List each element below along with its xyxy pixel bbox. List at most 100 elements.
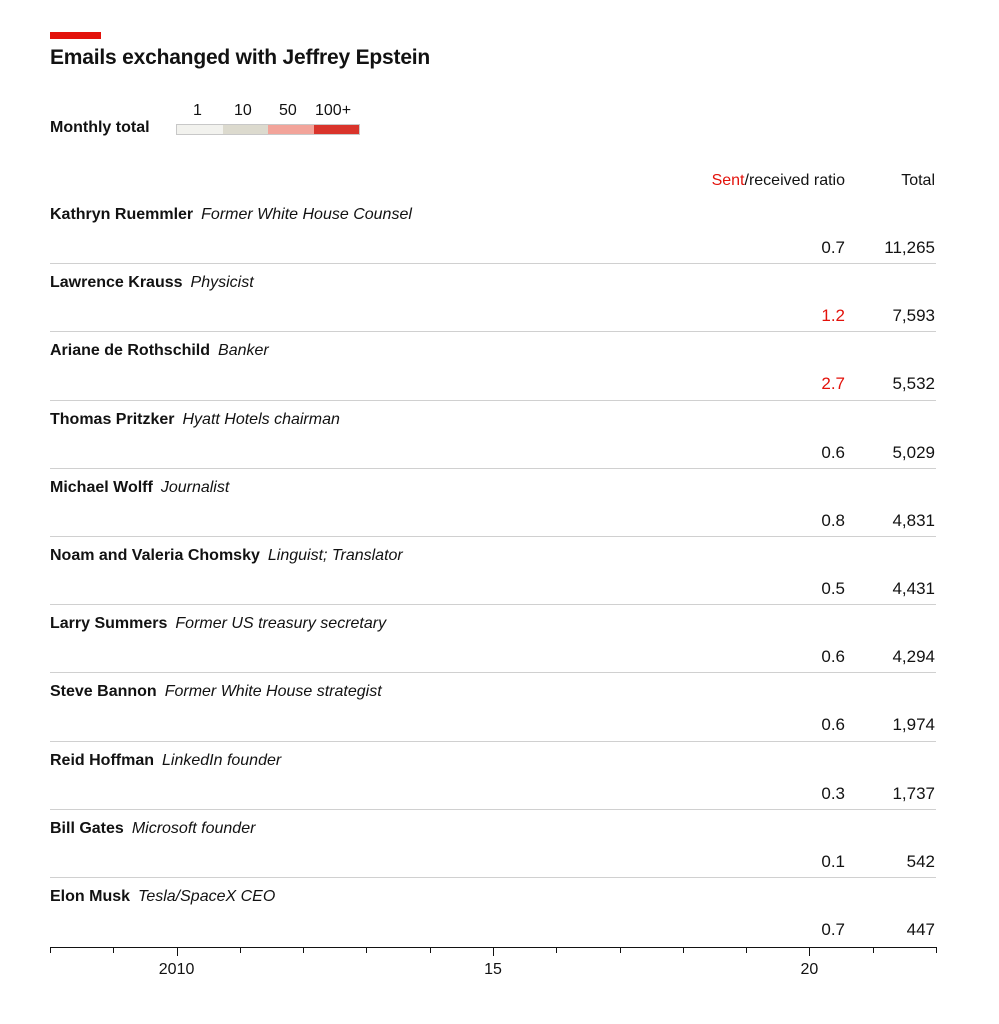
x-axis-tick bbox=[619, 947, 621, 953]
row-label: Larry Summers Former US treasury secretar… bbox=[50, 615, 386, 633]
x-axis-tick bbox=[176, 947, 178, 956]
total-value: 4,831 bbox=[892, 510, 935, 530]
x-axis-tick bbox=[429, 947, 431, 953]
row-label: Thomas Pritzker Hyatt Hotels chairman bbox=[50, 411, 340, 429]
row-label: Bill Gates Microsoft founder bbox=[50, 820, 255, 838]
ratio-value: 0.3 bbox=[821, 783, 845, 803]
row-label: Elon Musk Tesla/SpaceX CEO bbox=[50, 888, 275, 906]
person-name: Steve Bannon bbox=[50, 683, 157, 701]
ratio-value: 0.8 bbox=[821, 510, 845, 530]
sent-label: Sent bbox=[711, 172, 745, 189]
person-name: Noam and Valeria Chomsky bbox=[50, 547, 260, 564]
legend-tick-10: 10 bbox=[234, 102, 252, 119]
x-axis-tick bbox=[809, 947, 811, 956]
ratio-value: 0.5 bbox=[821, 579, 845, 598]
row-label: Michael Wolff Journalist bbox=[50, 479, 229, 497]
ratio-value: 0.6 bbox=[821, 715, 845, 735]
row-separator bbox=[50, 536, 936, 537]
x-axis-tick bbox=[50, 947, 51, 953]
row-label: Ariane de Rothschild Banker bbox=[50, 342, 269, 360]
x-axis-tick bbox=[556, 947, 558, 953]
person-name: Ariane de Rothschild bbox=[50, 342, 211, 360]
total-value: 5,532 bbox=[892, 374, 935, 394]
person-role: Former US treasury secretary bbox=[175, 615, 387, 633]
total-value: 11,265 bbox=[884, 238, 935, 257]
person-name: Reid Hoffman bbox=[50, 751, 154, 769]
legend-tick-1: 1 bbox=[193, 102, 202, 119]
person-role: Microsoft founder bbox=[131, 819, 256, 837]
row-label: Steve Bannon Former White House strategis… bbox=[50, 683, 382, 701]
row-separator bbox=[50, 808, 936, 810]
x-axis-tick bbox=[682, 947, 684, 953]
person-role: LinkedIn founder bbox=[162, 751, 282, 769]
person-name: Bill Gates bbox=[50, 819, 124, 837]
row-separator bbox=[50, 399, 936, 401]
person-role: Physicist bbox=[190, 274, 254, 292]
legend-swatch-1 bbox=[177, 125, 223, 134]
total-header: Total bbox=[901, 172, 935, 189]
total-value: 542 bbox=[906, 851, 935, 871]
row-separator bbox=[50, 263, 936, 265]
legend-tick-100: 100+ bbox=[315, 102, 352, 119]
legend-swatch-100 bbox=[313, 125, 359, 134]
row-separator bbox=[50, 331, 936, 333]
legend-tick-50: 50 bbox=[279, 102, 297, 119]
ratio-value: 0.1 bbox=[821, 851, 845, 871]
person-role: Journalist bbox=[160, 478, 230, 496]
x-axis-tick-label: 2010 bbox=[158, 961, 195, 978]
row-separator bbox=[50, 877, 936, 878]
legend-swatch-10 bbox=[222, 125, 268, 134]
ratio-value: 0.6 bbox=[821, 647, 845, 667]
person-role: Linguist; Translator bbox=[267, 547, 403, 564]
received-ratio-label: /received ratio bbox=[744, 172, 846, 189]
legend-color-scale bbox=[176, 124, 360, 135]
x-axis-tick bbox=[746, 947, 748, 953]
ratio-value: 1.2 bbox=[821, 306, 845, 326]
person-name: Lawrence Krauss bbox=[50, 274, 183, 292]
accent-bar bbox=[50, 32, 101, 39]
person-role: Former White House strategist bbox=[164, 683, 382, 701]
total-value: 7,593 bbox=[892, 306, 935, 326]
total-value: 4,431 bbox=[892, 579, 935, 598]
person-role: Hyatt Hotels chairman bbox=[182, 410, 340, 428]
row-separator bbox=[50, 672, 936, 674]
x-axis-tick bbox=[303, 947, 305, 953]
ratio-value: 0.7 bbox=[821, 238, 845, 257]
ratio-header: Sent/received ratio bbox=[712, 172, 845, 190]
ratio-value: 0.7 bbox=[821, 920, 845, 939]
person-role: Former White House Counsel bbox=[201, 206, 412, 223]
x-axis-tick bbox=[872, 947, 874, 953]
x-axis-tick bbox=[239, 947, 241, 953]
x-axis-tick-label: 20 bbox=[800, 961, 819, 978]
row-label: Lawrence Krauss Physicist bbox=[50, 274, 254, 292]
row-separator bbox=[50, 467, 936, 469]
legend-swatch-50 bbox=[268, 125, 314, 134]
person-name: Thomas Pritzker bbox=[50, 410, 175, 428]
total-value: 447 bbox=[906, 920, 935, 939]
x-axis-tick bbox=[366, 947, 368, 953]
person-name: Kathryn Ruemmler bbox=[50, 206, 194, 223]
chart-title: Emails exchanged with Jeffrey Epstein bbox=[50, 46, 431, 69]
person-role: Banker bbox=[218, 342, 269, 360]
row-label: Noam and Valeria Chomsky Linguist; Transl… bbox=[50, 547, 403, 565]
total-value: 1,737 bbox=[892, 783, 935, 803]
x-axis-tick-label: 15 bbox=[484, 961, 502, 978]
row-separator bbox=[50, 740, 936, 742]
row-label: Reid Hoffman LinkedIn founder bbox=[50, 752, 281, 770]
legend-label: Monthly total bbox=[50, 119, 150, 136]
person-name: Larry Summers bbox=[50, 615, 168, 633]
total-value: 4,294 bbox=[892, 647, 935, 667]
total-value: 5,029 bbox=[892, 442, 935, 462]
ratio-value: 0.6 bbox=[821, 442, 845, 462]
ratio-value: 2.7 bbox=[821, 374, 845, 394]
person-role: Tesla/SpaceX CEO bbox=[138, 888, 276, 905]
x-axis-tick bbox=[936, 947, 937, 953]
person-name: Elon Musk bbox=[50, 888, 131, 905]
row-label: Kathryn Ruemmler Former White House Couns… bbox=[50, 206, 412, 224]
row-separator bbox=[50, 604, 936, 606]
x-axis-tick bbox=[493, 947, 494, 956]
total-value: 1,974 bbox=[892, 715, 935, 735]
x-axis-tick bbox=[113, 947, 115, 953]
person-name: Michael Wolff bbox=[50, 478, 153, 496]
